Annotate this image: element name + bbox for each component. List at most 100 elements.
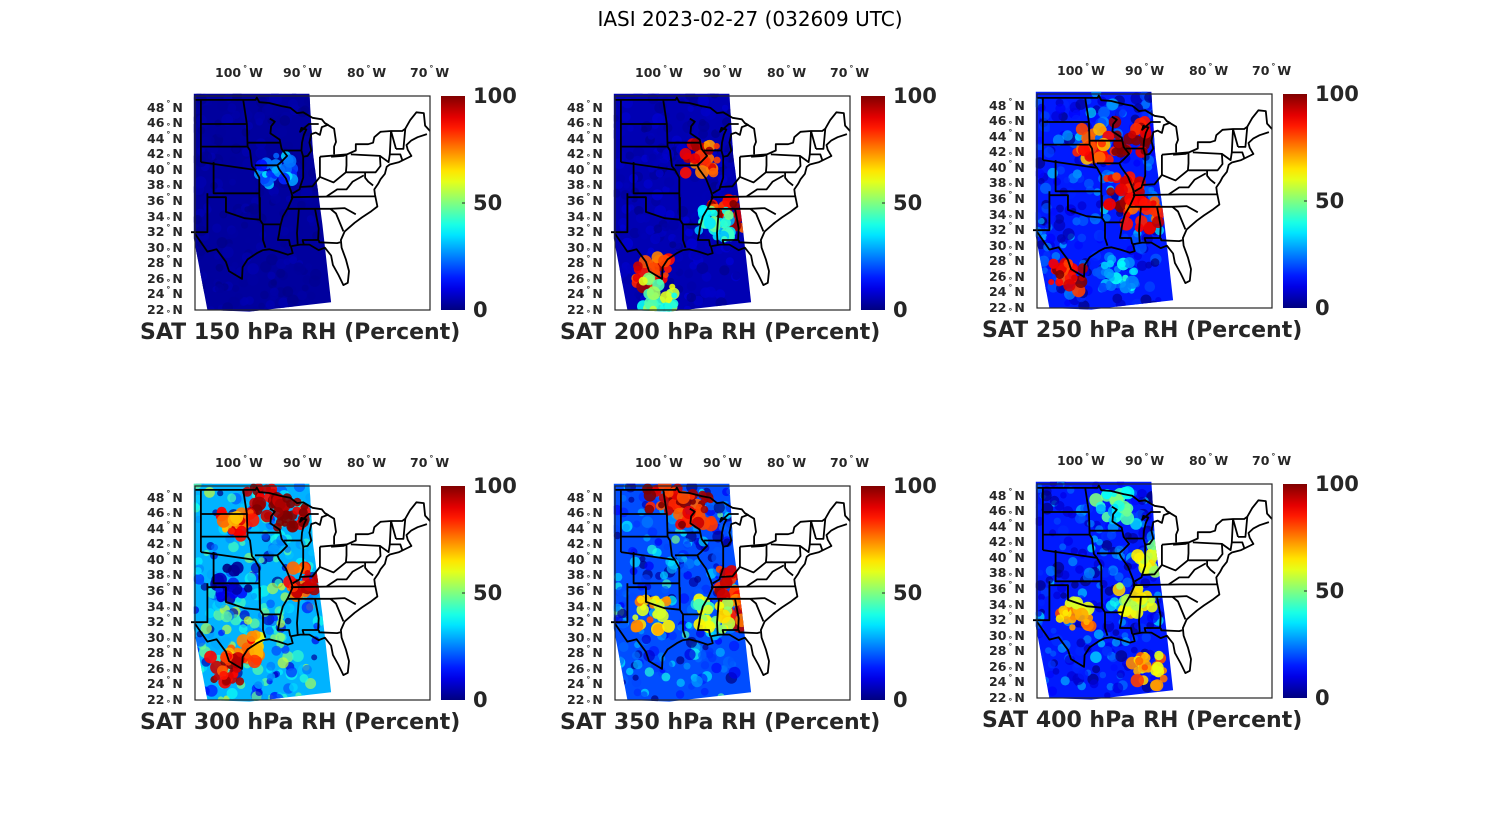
lat-tick-label: 22 ° N <box>147 302 183 318</box>
lat-unit: N <box>592 567 603 583</box>
degree-symbol: ° <box>166 254 171 264</box>
boundary-line <box>799 520 812 553</box>
lat-unit: N <box>592 130 603 146</box>
rh-sample <box>227 527 235 535</box>
lat-tick-label: 36 ° N <box>989 580 1025 597</box>
rh-sample <box>211 543 219 551</box>
lat-value: 38 <box>989 565 1007 581</box>
degree-symbol: ° <box>1008 244 1013 254</box>
rh-sample <box>266 170 274 178</box>
lat-value: 32 <box>567 224 585 240</box>
rh-sample <box>662 619 675 633</box>
degree-symbol: ° <box>1085 62 1090 71</box>
rh-sample <box>1036 142 1044 151</box>
rh-sample <box>711 552 723 564</box>
lat-unit: N <box>592 302 603 317</box>
rh-sample <box>1110 664 1118 672</box>
lat-value: 44 <box>147 520 165 536</box>
boundary-line <box>329 208 345 232</box>
rh-sample <box>675 159 684 168</box>
rh-feature <box>204 650 245 689</box>
rh-sample <box>698 651 707 660</box>
lat-unit: N <box>1014 643 1025 659</box>
lat-value: 38 <box>567 567 585 583</box>
lon-value: 100 <box>1057 63 1084 78</box>
rh-sample <box>664 265 672 273</box>
lon-value: 90 <box>283 455 301 470</box>
rh-sample <box>628 592 637 602</box>
rh-sample <box>724 565 739 579</box>
lat-tick-label: 44 ° N <box>989 128 1025 144</box>
lat-tick-label: 24 ° N <box>989 673 1025 689</box>
rh-sample <box>686 238 698 250</box>
rh-sample <box>204 650 217 664</box>
rh-sample <box>1154 650 1164 661</box>
rh-sample <box>713 156 721 164</box>
lat-unit: N <box>172 286 183 302</box>
rh-sample <box>735 613 749 628</box>
lat-value: 24 <box>147 286 165 302</box>
rh-sample <box>310 268 322 281</box>
lat-value: 48 <box>989 487 1007 503</box>
rh-sample <box>215 187 225 196</box>
boundary-line <box>331 111 431 158</box>
colorbar-tick-label: 100 <box>1315 472 1359 496</box>
rh-sample <box>1035 282 1042 290</box>
boundary-line <box>390 520 397 540</box>
rh-sample <box>1102 213 1111 222</box>
rh-sample <box>286 520 299 533</box>
lat-value: 42 <box>567 146 585 162</box>
degree-symbol: ° <box>586 153 591 163</box>
rh-sample <box>274 498 286 510</box>
rh-sample <box>266 661 276 671</box>
rh-sample <box>684 648 696 661</box>
rh-sample <box>679 167 692 179</box>
rh-sample <box>219 211 227 218</box>
rh-sample <box>1077 669 1089 680</box>
boundary-line <box>1168 562 1207 586</box>
rh-sample <box>277 657 289 669</box>
rh-sample <box>245 296 254 305</box>
rh-sample <box>669 241 677 249</box>
lat-unit: N <box>1014 581 1025 597</box>
lat-value: 46 <box>567 505 585 521</box>
rh-sample <box>701 584 711 594</box>
rh-sample <box>1035 683 1045 695</box>
rh-sample <box>193 288 202 299</box>
rh-sample <box>646 286 661 300</box>
rh-sample <box>1089 213 1101 225</box>
rh-sample <box>270 279 278 286</box>
degree-symbol: ° <box>586 98 591 108</box>
rh-sample <box>1063 536 1073 546</box>
lat-value: 32 <box>147 614 165 630</box>
lat-tick-label: 40 ° N <box>989 549 1025 565</box>
boundary-line <box>751 501 851 548</box>
lon-tick-label: 100 ° W <box>1057 452 1105 468</box>
degree-symbol: ° <box>1008 275 1013 285</box>
rh-sample <box>629 227 641 239</box>
rh-sample <box>287 225 295 233</box>
degree-symbol: ° <box>849 64 854 73</box>
degree-symbol: ° <box>1008 642 1013 652</box>
degree-symbol: ° <box>429 454 434 463</box>
rh-sample <box>1049 481 1057 488</box>
lat-tick-label: 40 ° N <box>147 551 183 567</box>
lat-unit: N <box>592 270 603 286</box>
boundary-line <box>1138 596 1142 633</box>
rh-sample <box>730 98 741 109</box>
rh-sample <box>267 271 276 280</box>
lat-value: 40 <box>147 551 165 567</box>
rh-sample <box>1041 267 1048 274</box>
lat-value: 46 <box>567 115 585 131</box>
colorbar <box>441 486 465 700</box>
colorbar <box>1283 484 1307 698</box>
lat-unit: N <box>592 645 603 661</box>
rh-sample <box>307 291 316 301</box>
rh-sample <box>1050 650 1057 657</box>
rh-feature <box>1095 257 1139 294</box>
panel-title: SAT 200 hPa RH (Percent) <box>560 320 881 345</box>
boundary-line <box>364 562 374 577</box>
degree-symbol: ° <box>1271 62 1276 71</box>
colorbar-tick-label: 0 <box>473 298 488 322</box>
rh-sample <box>622 523 630 532</box>
